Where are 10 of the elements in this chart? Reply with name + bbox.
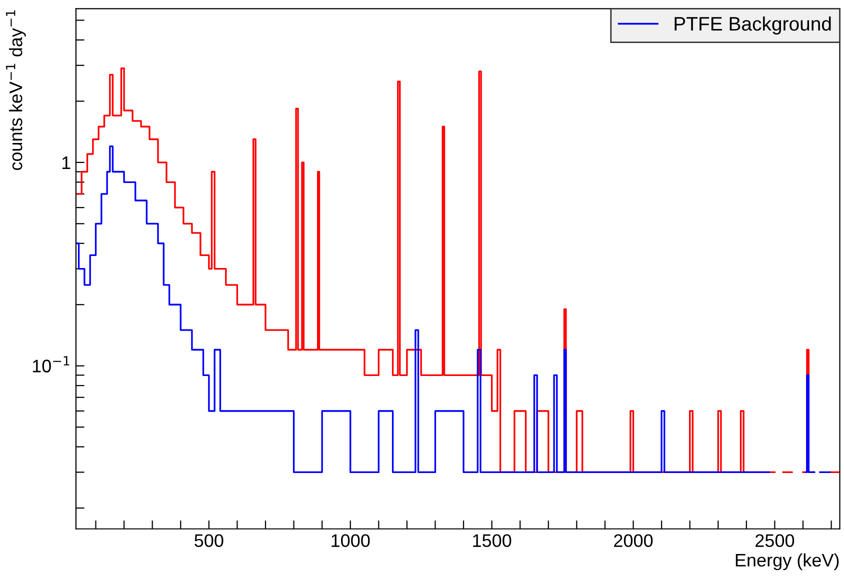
x-tick-label: 500 [194,534,224,547]
y-tick-label: 1 [62,156,70,169]
y-tick-label: 10$^{−1}$ [32,356,70,372]
x-tick-label: 2500 [756,534,794,547]
y-axis-title: counts keV$^{−1}$ day$^{−1}$ [6,10,26,170]
x-tick-label: 1000 [332,534,370,547]
x-tick-label: 1500 [473,534,512,547]
x-tick-label: 2000 [614,534,653,547]
x-axis-title: Energy (keV) [736,553,839,570]
legend-label: PTFE Background [674,16,831,35]
